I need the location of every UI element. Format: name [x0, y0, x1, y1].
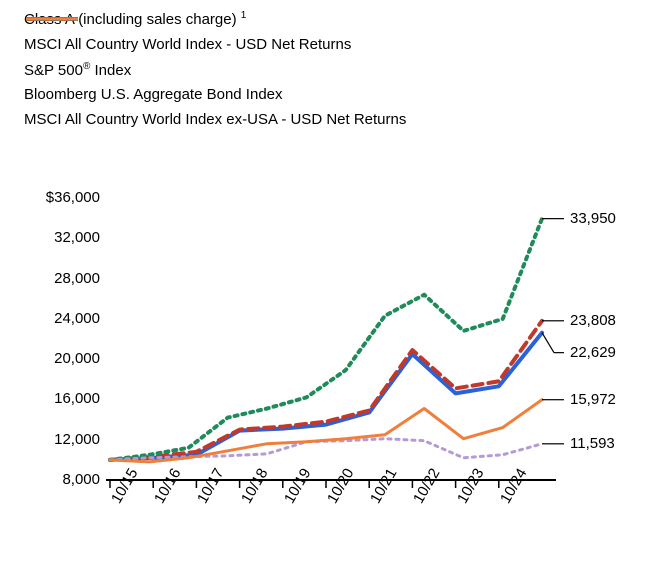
y-axis-label: 20,000: [0, 350, 100, 367]
x-axis-label: 10/20: [324, 465, 357, 506]
y-axis-label: $36,000: [0, 189, 100, 206]
y-axis-label: 16,000: [0, 390, 100, 407]
x-axis-label: 10/24: [497, 465, 530, 506]
y-axis-label: 24,000: [0, 310, 100, 327]
x-axis-label: 10/17: [194, 465, 227, 506]
y-axis-label: 8,000: [0, 471, 100, 488]
y-axis-label: 12,000: [0, 431, 100, 448]
end-value-label: 23,808: [570, 312, 616, 329]
end-value-label: 33,950: [570, 210, 616, 227]
end-value-label: 22,629: [570, 344, 616, 361]
x-axis-label: 10/15: [108, 465, 141, 506]
x-axis-label: 10/23: [454, 465, 487, 506]
x-axis-label: 10/21: [367, 465, 400, 506]
chart-labels-layer: $36,000 32,000 28,000 24,000 20,000 16,000 12,…: [0, 0, 672, 588]
x-axis-label: 10/19: [281, 465, 314, 506]
end-value-label: 15,972: [570, 391, 616, 408]
x-axis-label: 10/16: [151, 465, 184, 506]
y-axis-label: 28,000: [0, 270, 100, 287]
x-axis-label: 10/18: [238, 465, 271, 506]
end-value-label: 11,593: [570, 435, 615, 452]
y-axis-label: 32,000: [0, 229, 100, 246]
x-axis-label: 10/22: [410, 465, 443, 506]
